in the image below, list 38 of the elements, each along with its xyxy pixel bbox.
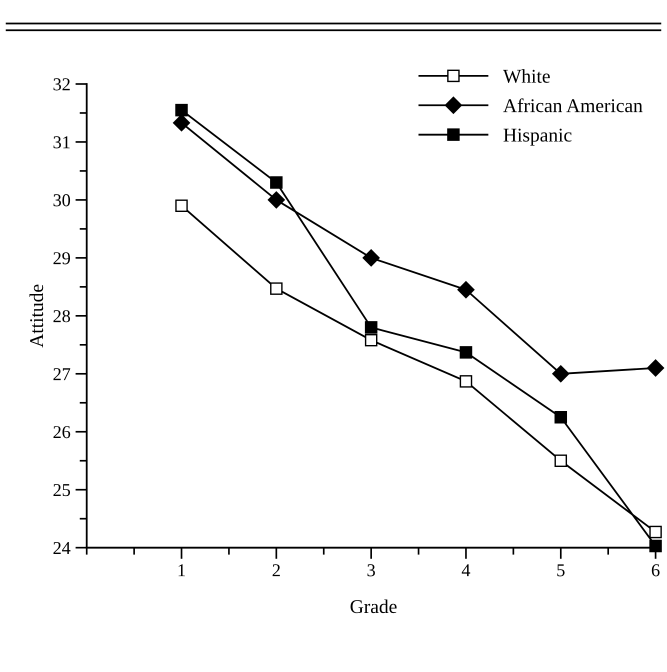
y-tick-label: 27: [53, 368, 70, 380]
y-tick-label: 24: [53, 542, 70, 554]
y-tick-label: 29: [53, 252, 70, 264]
point: [270, 176, 283, 189]
legend-label: Hispanic: [504, 128, 572, 146]
x-axis-title: Grade: [350, 599, 397, 614]
point: [554, 411, 568, 424]
y-tick-label: 31: [54, 136, 70, 148]
x-tick-label: 1: [178, 564, 185, 576]
point: [364, 334, 378, 346]
x-tick-label: 4: [462, 564, 470, 576]
y-tick-label: 28: [53, 310, 70, 322]
x-tick-label: 5: [557, 564, 565, 576]
point: [647, 359, 664, 377]
x-tick-label: 6: [652, 564, 660, 576]
y-tick-label: 26: [53, 426, 70, 438]
point: [270, 282, 283, 295]
point: [175, 104, 188, 116]
point: [362, 249, 380, 266]
y-tick-label: 32: [54, 78, 70, 90]
point: [457, 281, 475, 298]
point: [175, 199, 188, 212]
point: [268, 191, 285, 208]
x-tick-label: 2: [272, 564, 280, 576]
point: [552, 365, 570, 382]
point: [364, 321, 378, 334]
legend-label: White: [503, 69, 550, 83]
point: [649, 540, 662, 552]
point: [460, 346, 472, 359]
y-tick-label: 30: [54, 194, 70, 206]
y-axis-title: Attitude: [29, 284, 44, 348]
legend-label: African American: [503, 98, 643, 112]
x-tick-label: 3: [368, 564, 375, 576]
point: [649, 526, 662, 538]
y-tick-label: 25: [53, 484, 70, 496]
point: [172, 114, 190, 132]
point: [460, 375, 472, 388]
point: [554, 454, 568, 467]
